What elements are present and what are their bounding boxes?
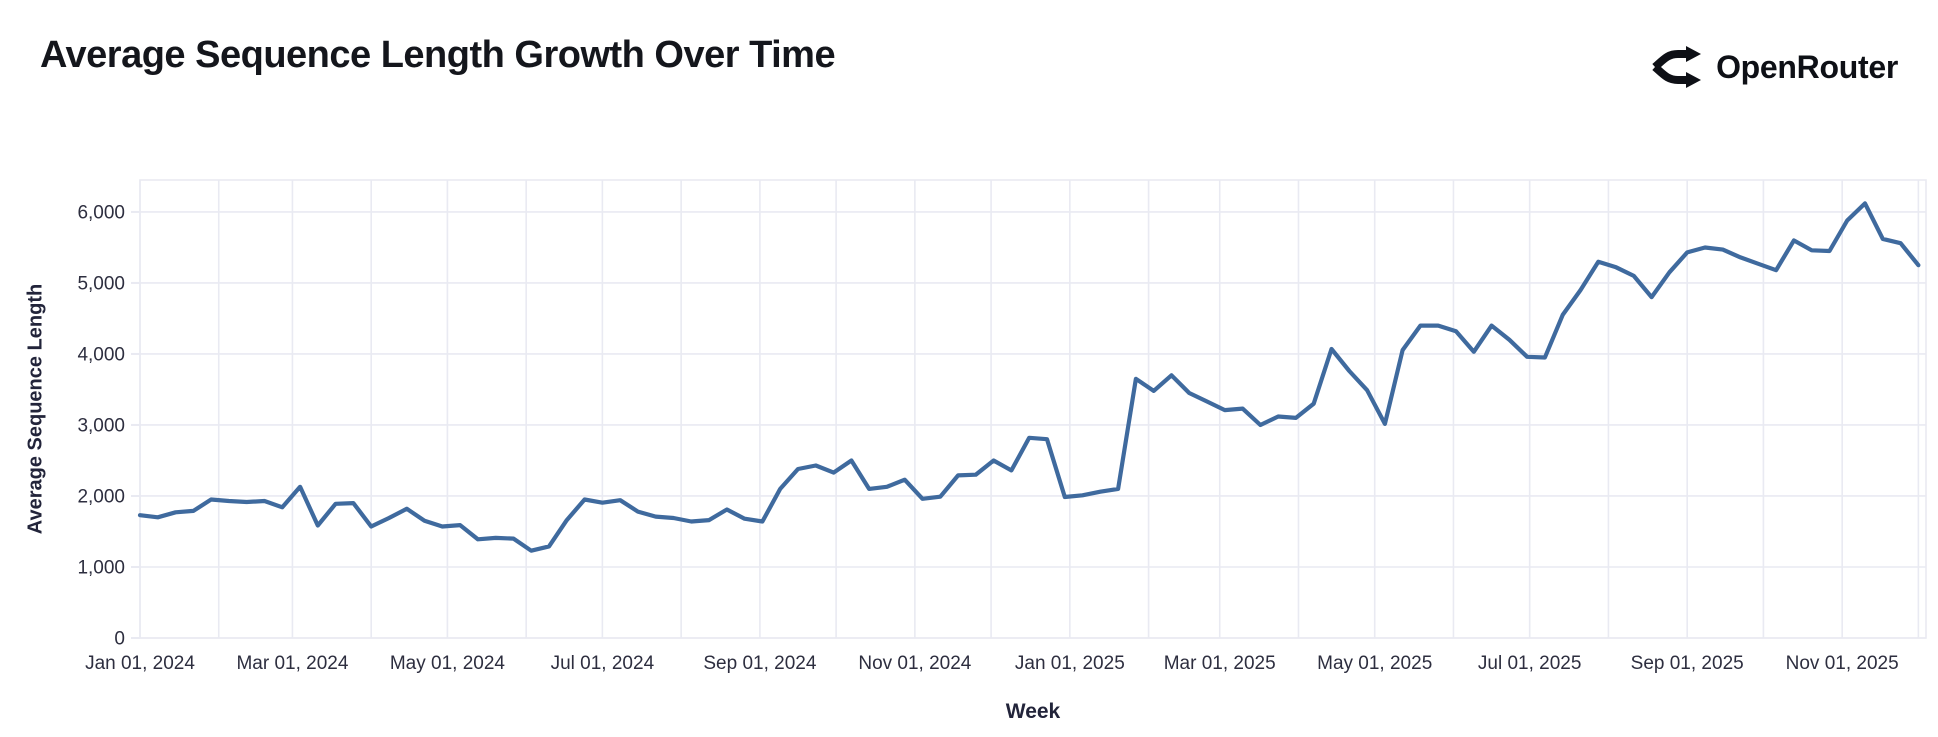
x-tick-label: May 01, 2025	[1317, 653, 1432, 674]
x-tick-label: Nov 01, 2025	[1786, 653, 1899, 674]
x-tick-label: Nov 01, 2024	[858, 653, 971, 674]
x-tick-label: Mar 01, 2025	[1164, 653, 1276, 674]
y-tick-label: 0	[114, 629, 125, 650]
page-title: Average Sequence Length Growth Over Time	[40, 34, 836, 76]
brand-name: OpenRouter	[1716, 48, 1898, 85]
openrouter-icon	[1652, 46, 1702, 88]
x-tick-label: Jul 01, 2024	[551, 653, 655, 674]
x-tick-label: Jan 01, 2025	[1015, 653, 1125, 674]
y-tick-label: 6,000	[77, 202, 125, 223]
y-tick-label: 1,000	[77, 557, 125, 578]
x-tick-label: May 01, 2024	[390, 653, 506, 674]
plot-border	[139, 179, 1927, 639]
x-tick-label: Sep 01, 2024	[703, 653, 816, 674]
x-axis-title: Week	[1005, 700, 1061, 723]
x-tick-label: Sep 01, 2025	[1631, 653, 1744, 674]
y-tick-label: 2,000	[77, 486, 125, 507]
line-chart: 0 1,000 2,000 3,000 4,000 5,000 6,000 Jan 01, 2…	[77, 179, 1927, 674]
chart-area: 0 1,000 2,000 3,000 4,000 5,000 6,000 Jan 01, 2…	[0, 110, 1938, 732]
brand-logo: OpenRouter	[1652, 44, 1898, 90]
y-tick-label: 4,000	[77, 344, 125, 365]
header: Average Sequence Length Growth Over Time…	[0, 0, 1938, 110]
y-tick-label: 5,000	[77, 273, 125, 294]
y-axis-title: Average Sequence Length	[24, 283, 47, 535]
x-tick-label: Jan 01, 2024	[85, 653, 195, 674]
x-tick-label: Jul 01, 2025	[1478, 653, 1582, 674]
series-line	[137, 201, 1921, 553]
y-tick-label: 3,000	[77, 415, 125, 436]
x-tick-label: Mar 01, 2024	[236, 653, 348, 674]
